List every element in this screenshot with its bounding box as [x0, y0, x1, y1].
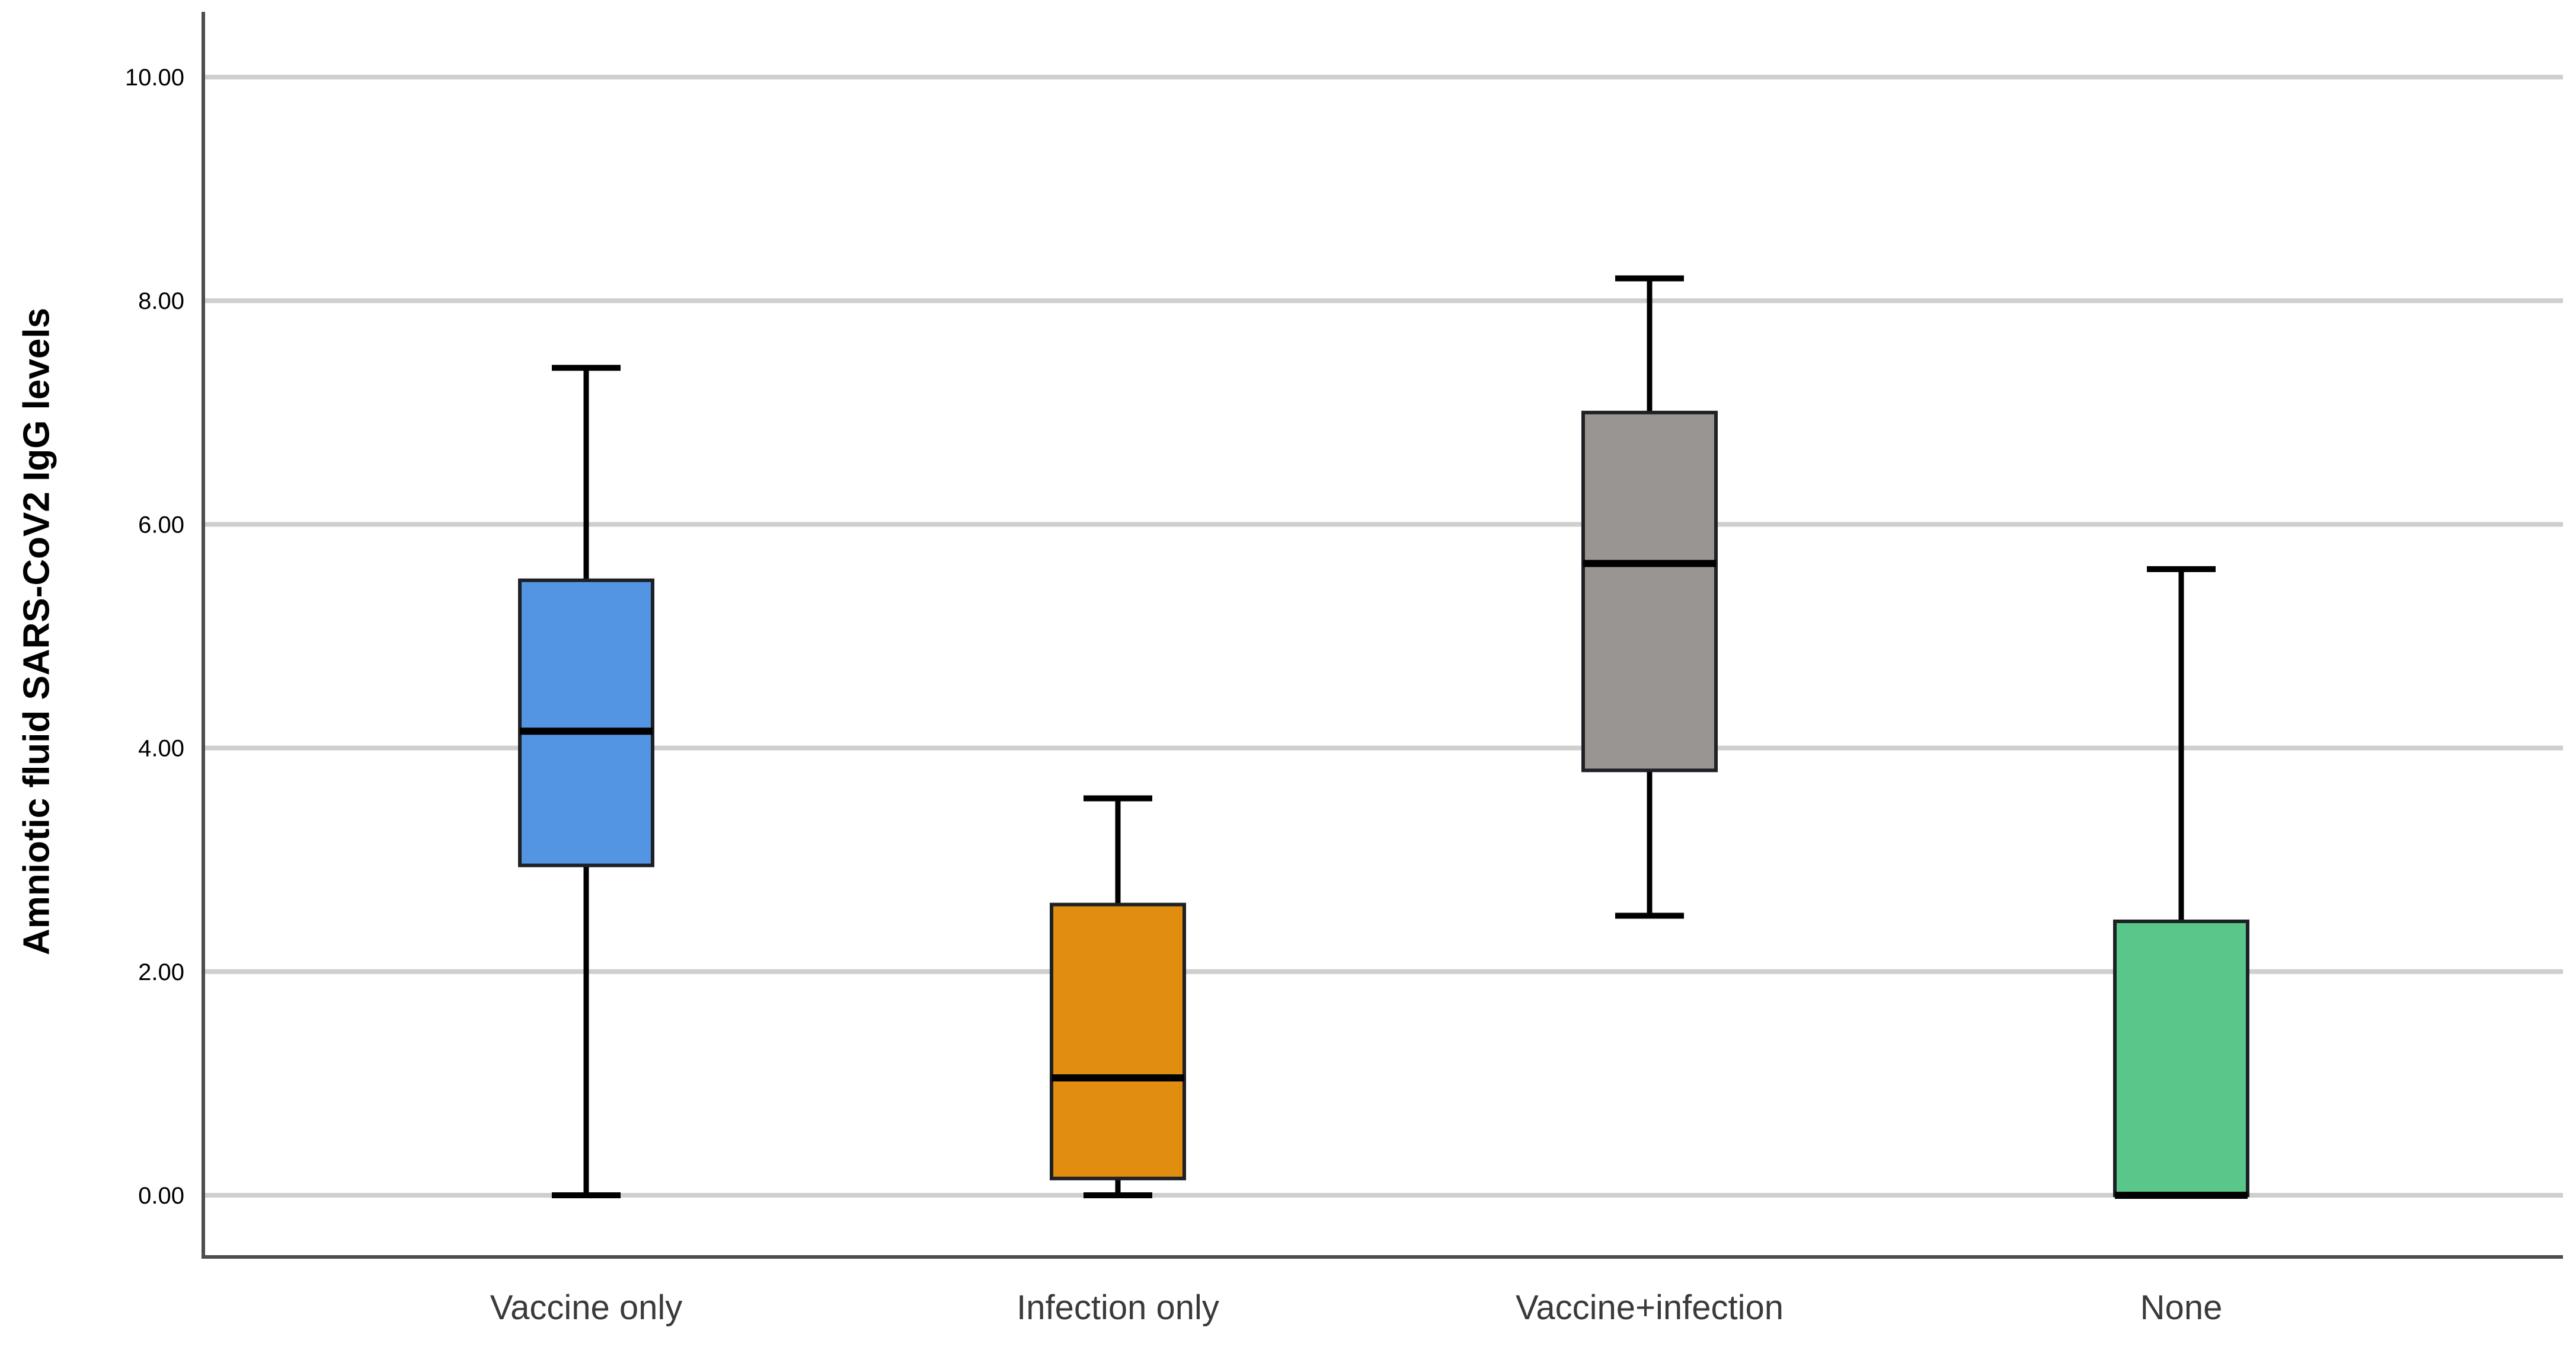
y-tick-label-10.00: 10.00 — [125, 65, 184, 91]
y-tick-label-8.00: 8.00 — [138, 288, 184, 314]
box-vaccine-only — [518, 578, 654, 867]
box-vaccine-infection — [1581, 410, 1718, 773]
box-none — [2113, 919, 2249, 1198]
category-label-none: None — [2140, 1288, 2223, 1327]
box-infection-only — [1050, 902, 1186, 1180]
category-label-vaccine-infection: Vaccine+infection — [1516, 1288, 1784, 1327]
y-axis-title: Amniotic fluid SARS-CoV2 IgG levels — [16, 307, 57, 956]
y-tick-label-4.00: 4.00 — [138, 736, 184, 762]
y-tick-label-2.00: 2.00 — [138, 959, 184, 985]
y-tick-label-0.00: 0.00 — [138, 1183, 184, 1209]
category-label-infection-only: Infection only — [1017, 1288, 1219, 1327]
category-label-vaccine-only: Vaccine only — [490, 1288, 683, 1327]
y-tick-label-6.00: 6.00 — [138, 512, 184, 538]
